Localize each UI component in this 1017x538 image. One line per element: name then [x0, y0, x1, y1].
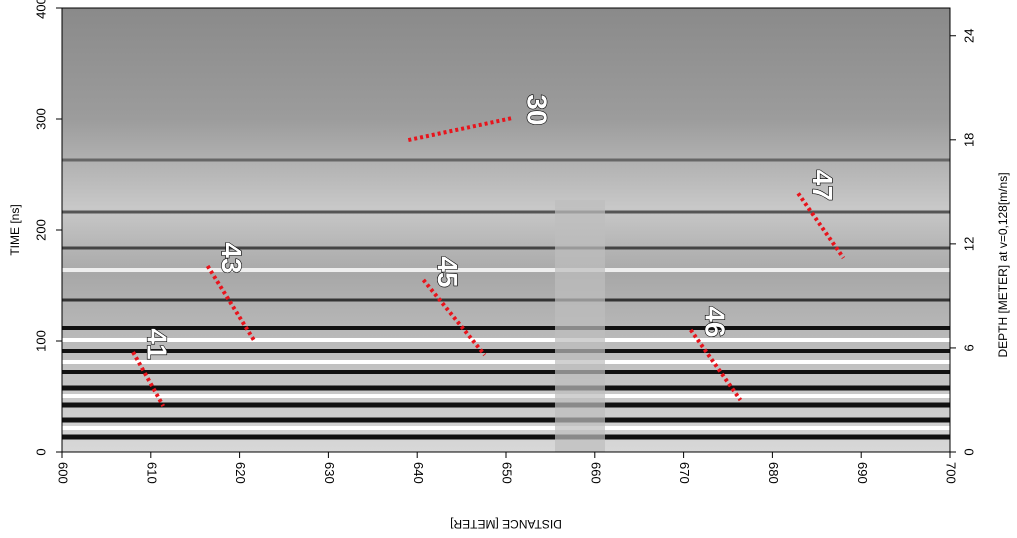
annotation-label: 46 — [699, 306, 730, 337]
y2-tick-label: 24 — [961, 29, 976, 43]
x-axis-label: DISTANCE [METER] — [450, 517, 562, 531]
annotation-line — [131, 351, 165, 408]
x-tick-label: 690 — [855, 462, 870, 484]
y-tick-label: 400 — [33, 0, 48, 19]
x-tick-label: 610 — [144, 462, 159, 484]
x-tick-label: 670 — [677, 462, 692, 484]
y2-tick-label: 6 — [961, 344, 976, 351]
annotation-label: 41 — [142, 329, 173, 360]
x-tick-label: 640 — [411, 462, 426, 484]
x-tick-label: 680 — [766, 462, 781, 484]
y2-axis-label: DEPTH [METER] at v=0,128[m/ns] — [996, 172, 1010, 357]
annotation-label: 30 — [522, 94, 553, 125]
y-axis-label: TIME [ns] — [8, 204, 22, 255]
annotation-line — [796, 192, 846, 260]
x-tick-label: 660 — [588, 462, 603, 484]
y2-tick-label: 12 — [961, 237, 976, 251]
annotation-label: 45 — [432, 256, 463, 287]
annotation-line — [689, 328, 743, 402]
annotation-line — [205, 264, 256, 342]
x-tick-label: 630 — [322, 462, 337, 484]
y-tick-label: 300 — [33, 108, 48, 130]
annotation-line — [421, 278, 487, 357]
annotation-label: 47 — [807, 170, 838, 201]
y2-tick-label: 18 — [961, 133, 976, 147]
y-tick-label: 100 — [33, 330, 48, 352]
y-tick-label: 0 — [33, 448, 48, 455]
x-tick-label: 600 — [56, 462, 71, 484]
x-tick-label: 700 — [944, 462, 959, 484]
radargram-image — [62, 8, 950, 452]
x-tick-label: 650 — [500, 462, 515, 484]
x-tick-label: 620 — [233, 462, 248, 484]
y-tick-label: 200 — [33, 219, 48, 241]
y2-tick-label: 0 — [961, 448, 976, 455]
annotation-label: 43 — [216, 242, 247, 273]
